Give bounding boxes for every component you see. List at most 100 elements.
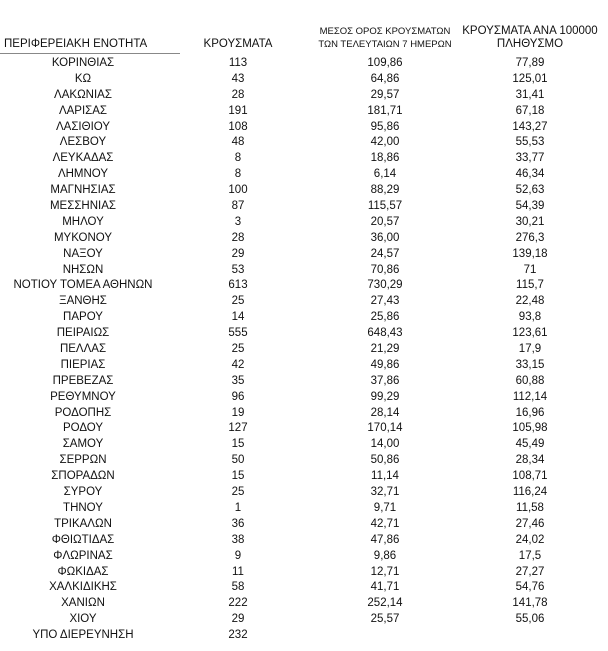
header-region: ΠΕΡΙΦΕΡΕΙΑΚΗ ΕΝΟΤΗΤΑ bbox=[0, 38, 180, 54]
cases-cell: 53 bbox=[231, 263, 245, 276]
seven-day-average-cell: 181,71 bbox=[367, 104, 403, 117]
cases-per-100k-cell: 105,98 bbox=[512, 422, 548, 435]
seven-day-average-cell: 115,57 bbox=[367, 200, 403, 213]
cases-per-100k-cell: 276,3 bbox=[515, 231, 545, 244]
cases-per-100k-cell: 46,34 bbox=[515, 168, 545, 181]
cases-cell: 15 bbox=[231, 438, 245, 451]
region-cell: ΜΑΓΝΗΣΙΑΣ bbox=[50, 184, 116, 197]
seven-day-average-cell: 28,14 bbox=[370, 406, 400, 419]
header-per-line-2: ΠΛΗΘΥΣΜΟ bbox=[496, 38, 564, 50]
cases-per-100k-cell: 112,14 bbox=[512, 390, 548, 403]
region-cell: ΚΩ bbox=[74, 72, 92, 85]
cases-cell: 29 bbox=[231, 613, 245, 626]
region-cell: ΤΗΝΟΥ bbox=[63, 501, 103, 514]
table-row: ΛΑΚΩΝΙΑΣ 28 29,57 31,41 bbox=[0, 88, 608, 104]
header-cases-per-100k: ΚΡΟΥΣΜΑΤΑ ΑΝΑ 100000 ΠΛΗΘΥΣΜΟ bbox=[455, 25, 605, 51]
cases-cell: 87 bbox=[231, 200, 245, 213]
region-cell: ΣΥΡΟΥ bbox=[63, 486, 103, 499]
region-cell: ΝΟΤΙΟΥ ΤΟΜΕΑ ΑΘΗΝΩΝ bbox=[13, 279, 153, 292]
table-row: ΛΕΣΒΟΥ 48 42,00 55,53 bbox=[0, 135, 608, 151]
cases-per-100k-cell: 60,88 bbox=[515, 374, 545, 387]
seven-day-average-cell: 64,86 bbox=[370, 72, 400, 85]
seven-day-average-cell: 6,14 bbox=[373, 168, 397, 181]
cases-cell: 36 bbox=[231, 517, 245, 530]
cases-per-100k-cell: 22,48 bbox=[515, 295, 545, 308]
cases-per-100k-cell: 115,7 bbox=[516, 279, 544, 292]
seven-day-average-cell: 47,86 bbox=[370, 533, 400, 546]
cases-cell: 38 bbox=[231, 533, 245, 546]
table-row: ΜΗΛΟΥ 3 20,57 30,21 bbox=[0, 215, 608, 231]
table-row: ΥΠΟ ΔΙΕΡΕΥΝΗΣΗ 232 bbox=[0, 628, 608, 644]
table-row: ΜΥΚΟΝΟΥ 28 36,00 276,3 bbox=[0, 231, 608, 247]
region-cell: ΥΠΟ ΔΙΕΡΕΥΝΗΣΗ bbox=[32, 629, 134, 642]
table-row: ΠΕΛΛΑΣ 25 21,29 17,9 bbox=[0, 342, 608, 358]
cases-per-100k-cell: 11,58 bbox=[516, 501, 544, 514]
table-row: ΚΟΡΙΝΘΙΑΣ 113 109,86 77,89 bbox=[0, 56, 608, 72]
region-cell: ΞΑΝΘΗΣ bbox=[59, 295, 107, 308]
seven-day-average-cell: 95,86 bbox=[370, 120, 400, 133]
cases-per-100k-cell: 141,78 bbox=[512, 597, 548, 610]
cases-cell: 8 bbox=[234, 168, 242, 181]
cases-per-100k-cell: 67,18 bbox=[515, 104, 545, 117]
table-row: ΠΑΡΟΥ 14 25,86 93,8 bbox=[0, 310, 608, 326]
seven-day-average-cell: 88,29 bbox=[370, 184, 400, 197]
cases-cell: 42 bbox=[231, 358, 245, 371]
region-cell: ΡΕΘΥΜΝΟΥ bbox=[50, 390, 116, 403]
cases-cell: 613 bbox=[228, 279, 248, 292]
cases-per-100k-cell: 28,34 bbox=[515, 454, 545, 467]
region-cell: ΛΑΡΙΣΑΣ bbox=[58, 104, 108, 117]
table-row: ΣΕΡΡΩΝ 50 50,86 28,34 bbox=[0, 453, 608, 469]
table-row: ΤΗΝΟΥ 1 9,71 11,58 bbox=[0, 501, 608, 517]
seven-day-average-cell: 37,86 bbox=[370, 374, 400, 387]
seven-day-average-cell: 25,57 bbox=[370, 613, 400, 626]
cases-cell: 108 bbox=[228, 120, 248, 133]
region-cell: ΠΕΙΡΑΙΩΣ bbox=[56, 327, 110, 340]
table-row: ΠΙΕΡΙΑΣ 42 49,86 33,15 bbox=[0, 358, 608, 374]
cases-cell: 3 bbox=[234, 215, 242, 228]
cases-per-100k-cell: 54,39 bbox=[515, 200, 545, 213]
cases-cell: 48 bbox=[231, 136, 245, 149]
seven-day-average-cell: 11,14 bbox=[371, 470, 399, 483]
region-cell: ΧΑΛΚΙΔΙΚΗΣ bbox=[49, 581, 117, 594]
cases-cell: 96 bbox=[231, 390, 245, 403]
header-cases: ΚΡΟΥΣΜΑΤΑ bbox=[203, 38, 273, 50]
cases-per-100k-cell: 108,71 bbox=[512, 470, 548, 483]
table-row: ΛΑΡΙΣΑΣ 191 181,71 67,18 bbox=[0, 104, 608, 120]
cases-cell: 100 bbox=[228, 184, 248, 197]
seven-day-average-cell: 25,86 bbox=[370, 311, 400, 324]
region-cell: ΜΥΚΟΝΟΥ bbox=[53, 231, 113, 244]
table-body: ΚΟΡΙΝΘΙΑΣ 113 109,86 77,89 ΚΩ 43 64,86 125,01 ΛΑ… bbox=[0, 56, 608, 644]
cases-cell: 28 bbox=[231, 231, 245, 244]
table-row: ΝΟΤΙΟΥ ΤΟΜΕΑ ΑΘΗΝΩΝ 613 730,29 115,7 bbox=[0, 278, 608, 294]
cases-cell: 25 bbox=[231, 486, 245, 499]
cases-per-100k-cell: 139,18 bbox=[512, 247, 548, 260]
cases-cell: 58 bbox=[231, 581, 245, 594]
seven-day-average-cell: 252,14 bbox=[367, 597, 403, 610]
seven-day-average-cell: 41,71 bbox=[370, 581, 400, 594]
table-row: ΦΩΚΙΔΑΣ 11 12,71 27,27 bbox=[0, 565, 608, 581]
cases-per-100k-cell: 123,61 bbox=[512, 327, 548, 340]
seven-day-average-cell: 70,86 bbox=[370, 263, 400, 276]
cases-cell: 25 bbox=[231, 343, 245, 356]
region-cell: ΦΩΚΙΔΑΣ bbox=[57, 565, 109, 578]
region-cell: ΤΡΙΚΑΛΩΝ bbox=[54, 517, 112, 530]
table-row: ΣΠΟΡΑΔΩΝ 15 11,14 108,71 bbox=[0, 469, 608, 485]
seven-day-average-cell: 42,00 bbox=[370, 136, 400, 149]
region-cell: ΦΛΩΡΙΝΑΣ bbox=[53, 549, 113, 562]
table-row: ΜΕΣΣΗΝΙΑΣ 87 115,57 54,39 bbox=[0, 199, 608, 215]
cases-cell: 127 bbox=[228, 422, 248, 435]
cases-per-100k-cell: 24,02 bbox=[515, 533, 545, 546]
table-row: ΦΘΙΩΤΙΔΑΣ 38 47,86 24,02 bbox=[0, 533, 608, 549]
table-row: ΣΑΜΟΥ 15 14,00 45,49 bbox=[0, 437, 608, 453]
table-row: ΡΕΘΥΜΝΟΥ 96 99,29 112,14 bbox=[0, 390, 608, 406]
seven-day-average-cell: 99,29 bbox=[370, 390, 400, 403]
seven-day-average-cell: 109,86 bbox=[367, 57, 403, 69]
region-cell: ΡΟΔΟΥ bbox=[62, 422, 104, 435]
region-cell: ΚΟΡΙΝΘΙΑΣ bbox=[51, 57, 115, 69]
seven-day-average-cell: 49,86 bbox=[370, 358, 400, 371]
seven-day-average-cell: 648,43 bbox=[367, 327, 403, 340]
seven-day-average-cell: 12,71 bbox=[370, 565, 400, 578]
cases-cell: 14 bbox=[231, 311, 245, 324]
table-row: ΦΛΩΡΙΝΑΣ 9 9,86 17,5 bbox=[0, 549, 608, 565]
